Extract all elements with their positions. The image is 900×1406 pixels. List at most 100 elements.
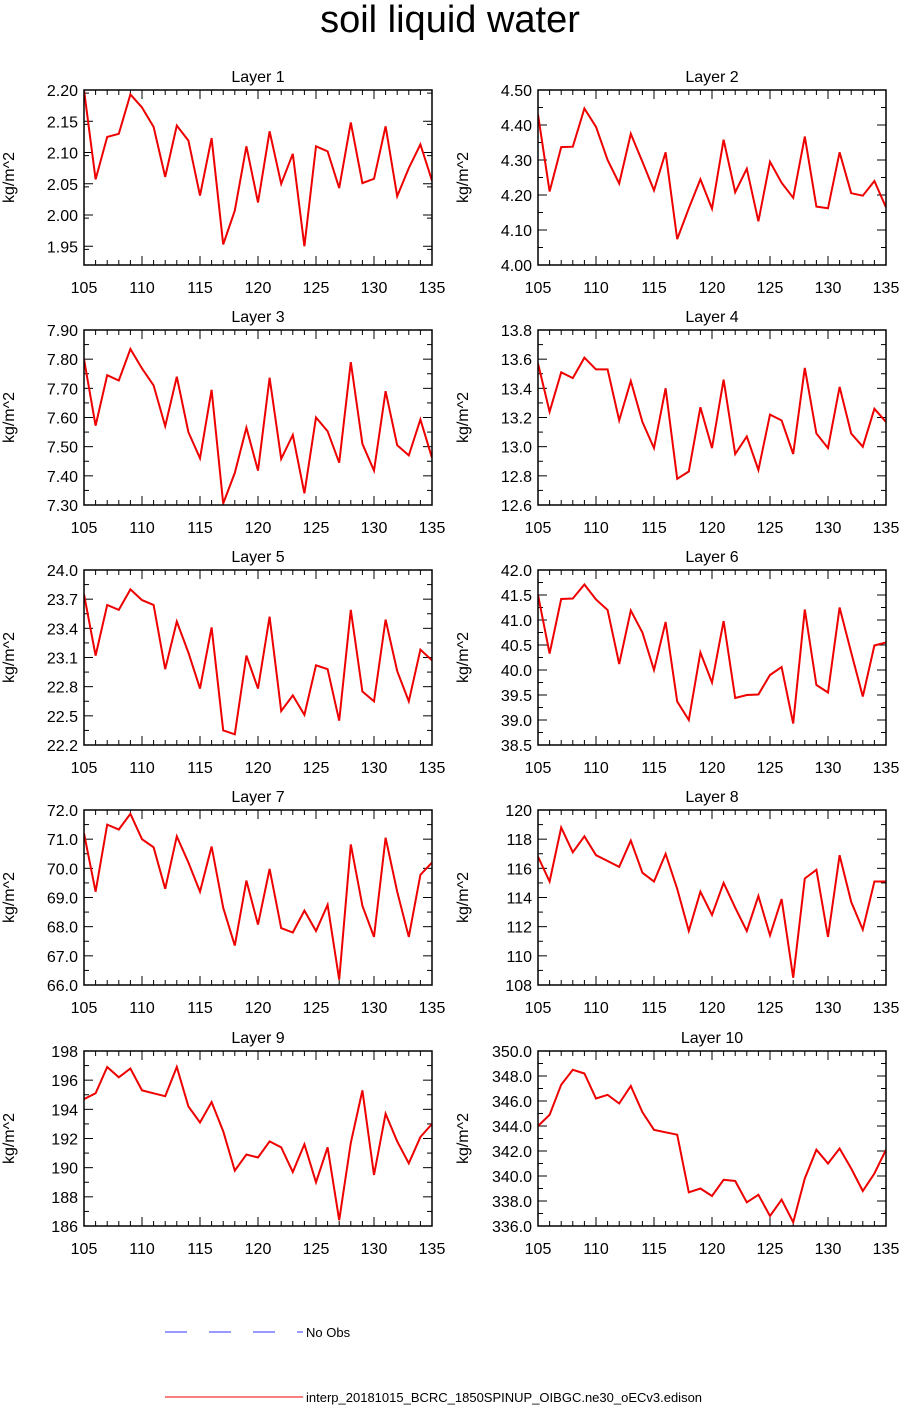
y-tick-label: 24.0	[47, 563, 78, 580]
y-tick-label: 72.0	[47, 803, 78, 820]
x-tick-label: 110	[583, 1241, 609, 1258]
y-axis-label: kg/m^2	[455, 1113, 472, 1164]
x-tick-label: 105	[525, 1241, 552, 1258]
x-tick-label: 105	[71, 520, 98, 537]
y-axis-label: kg/m^2	[455, 872, 472, 923]
figure-title: soil liquid water	[320, 0, 580, 41]
x-tick-label: 120	[699, 1241, 726, 1258]
panel-title: Layer 4	[685, 309, 738, 326]
x-tick-label: 120	[245, 1241, 272, 1258]
y-tick-label: 4.30	[501, 153, 532, 170]
chart-panel-layer-1: Layer 1 kg/m^2 105 110 115 120 125 130 135 1.95 2.…	[1, 69, 445, 297]
y-tick-label: 4.50	[501, 83, 532, 100]
x-tick-label: 130	[361, 1000, 388, 1017]
x-tick-label: 115	[641, 280, 667, 297]
plot-frame	[83, 809, 433, 986]
series-line-model	[538, 824, 886, 978]
x-tick-label: 120	[245, 760, 272, 777]
y-tick-label: 346.0	[492, 1094, 532, 1111]
panel-title: Layer 8	[685, 789, 738, 806]
y-tick-label: 67.0	[47, 949, 78, 966]
chart-panel-layer-7: Layer 7 kg/m^2 105 110 115 120 125 130 135 66.0 67…	[1, 789, 445, 1017]
y-tick-label: 7.40	[47, 469, 78, 486]
series-line-model	[538, 1068, 886, 1225]
y-tick-label: 70.0	[47, 861, 78, 878]
plot-frame	[537, 89, 887, 266]
x-tick-label: 125	[303, 520, 330, 537]
y-tick-label: 196	[51, 1073, 78, 1090]
x-tick-label: 135	[419, 280, 446, 297]
y-tick-label: 13.4	[501, 381, 532, 398]
y-tick-label: 2.15	[47, 114, 78, 131]
x-tick-label: 105	[525, 280, 552, 297]
y-tick-label: 13.2	[501, 411, 532, 428]
y-tick-label: 69.0	[47, 891, 78, 908]
x-tick-label: 110	[129, 520, 155, 537]
x-tick-label: 120	[699, 520, 726, 537]
y-tick-label: 23.1	[47, 651, 78, 668]
y-tick-label: 68.0	[47, 920, 78, 937]
y-tick-label: 344.0	[492, 1119, 532, 1136]
x-tick-label: 125	[757, 1000, 784, 1017]
x-tick-label: 130	[815, 520, 842, 537]
y-tick-label: 7.30	[47, 498, 78, 515]
panel-title: Layer 9	[231, 1030, 284, 1047]
chart-panel-layer-8: Layer 8 kg/m^2 105 110 115 120 125 130 135 108 110…	[455, 789, 899, 1017]
x-tick-label: 110	[583, 520, 609, 537]
x-tick-label: 115	[187, 760, 213, 777]
y-tick-label: 7.70	[47, 381, 78, 398]
series-line-model	[538, 106, 886, 240]
y-tick-label: 13.8	[501, 323, 532, 340]
x-tick-label: 115	[641, 520, 667, 537]
x-tick-label: 110	[129, 1000, 155, 1017]
x-tick-label: 110	[583, 280, 609, 297]
series-line-model	[84, 811, 432, 980]
x-tick-label: 135	[419, 760, 446, 777]
y-tick-label: 12.8	[501, 469, 532, 486]
y-tick-label: 38.5	[501, 738, 532, 755]
x-tick-label: 135	[419, 1241, 446, 1258]
chart-panel-layer-6: Layer 6 kg/m^2 105 110 115 120 125 130 135 38.5 39…	[455, 549, 899, 777]
panel-title: Layer 2	[685, 69, 738, 86]
y-tick-label: 340.0	[492, 1169, 532, 1186]
x-tick-label: 105	[525, 760, 552, 777]
x-tick-label: 125	[303, 760, 330, 777]
x-tick-label: 125	[757, 520, 784, 537]
y-tick-label: 190	[51, 1161, 78, 1178]
y-tick-label: 342.0	[492, 1144, 532, 1161]
y-tick-label: 4.40	[501, 118, 532, 135]
x-tick-label: 130	[815, 280, 842, 297]
y-tick-label: 188	[51, 1190, 78, 1207]
panel-title: Layer 7	[231, 789, 284, 806]
y-tick-label: 39.0	[501, 713, 532, 730]
y-tick-label: 13.0	[501, 440, 532, 457]
y-axis-label: kg/m^2	[1, 152, 18, 203]
y-tick-label: 338.0	[492, 1194, 532, 1211]
x-tick-label: 130	[361, 520, 388, 537]
y-tick-label: 198	[51, 1044, 78, 1061]
x-tick-label: 130	[815, 760, 842, 777]
y-tick-label: 12.6	[501, 498, 532, 515]
plot-frame	[83, 89, 433, 266]
x-tick-label: 110	[583, 1000, 609, 1017]
y-tick-label: 4.10	[501, 223, 532, 240]
plot-frame	[83, 569, 433, 746]
x-tick-label: 105	[71, 1241, 98, 1258]
x-tick-label: 120	[245, 280, 272, 297]
y-tick-label: 71.0	[47, 832, 78, 849]
plot-frame	[537, 809, 887, 986]
y-tick-label: 192	[51, 1132, 78, 1149]
series-line-model	[84, 346, 432, 504]
y-axis-label: kg/m^2	[1, 632, 18, 683]
x-tick-label: 130	[361, 760, 388, 777]
y-tick-label: 40.0	[501, 663, 532, 680]
y-tick-label: 186	[51, 1219, 78, 1236]
x-tick-label: 105	[525, 520, 552, 537]
y-tick-label: 348.0	[492, 1069, 532, 1086]
y-tick-label: 2.05	[47, 177, 78, 194]
chart-panel-layer-2: Layer 2 kg/m^2 105 110 115 120 125 130 135 4.00 4.…	[455, 69, 899, 297]
x-tick-label: 120	[245, 520, 272, 537]
y-tick-label: 7.80	[47, 352, 78, 369]
y-tick-label: 22.2	[47, 738, 78, 755]
